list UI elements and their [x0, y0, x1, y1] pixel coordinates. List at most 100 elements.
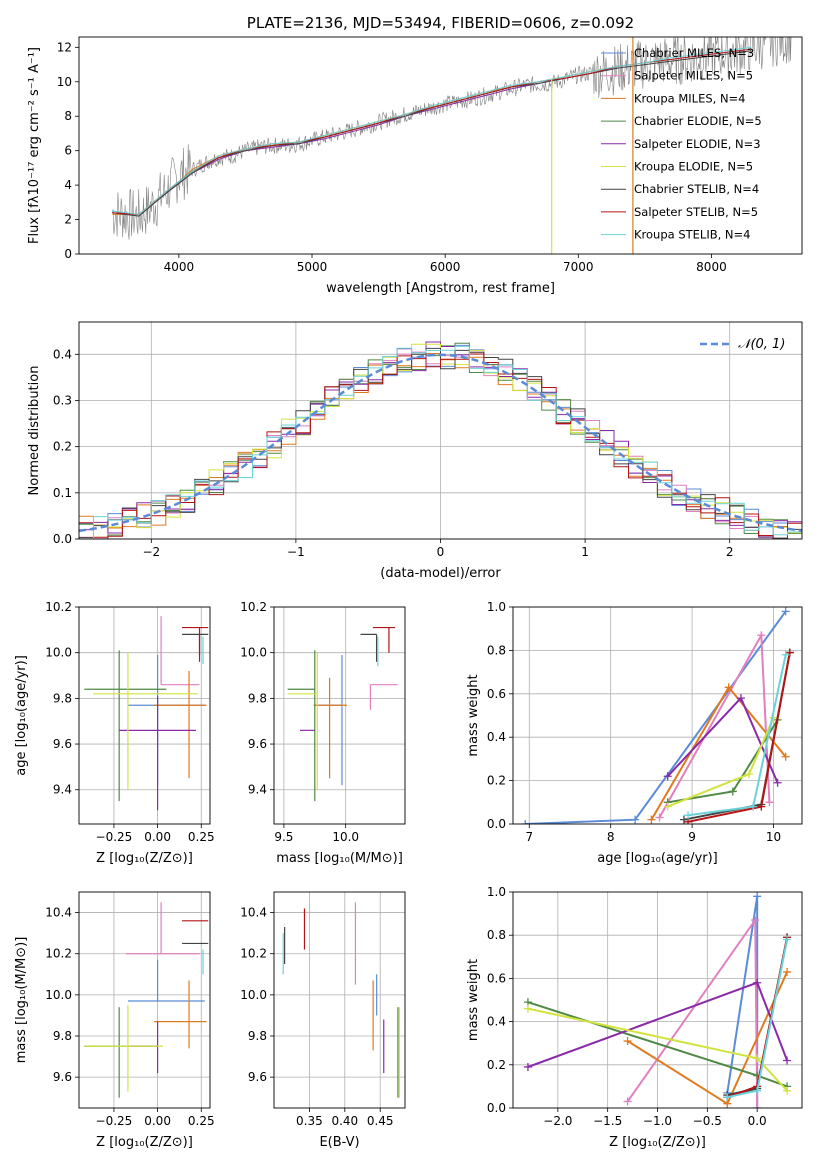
model-line-kroupa_miles [112, 65, 619, 215]
model-line-kroupa_stelib [112, 46, 752, 215]
y-tick-label: 0.0 [53, 532, 72, 546]
errorbar-chabrier_miles [127, 959, 205, 1002]
y-tick-label: 10.0 [240, 988, 267, 1002]
y-axis-label: Normed distribution [27, 366, 42, 496]
y-tick-label: 10.0 [240, 646, 267, 660]
legend-label-salpeter_elodie: Salpeter ELODIE, N=3 [634, 137, 761, 151]
errorbar-chabrier_stelib [360, 633, 378, 662]
y-axis-label: mass [log₁₀(M/M⊙)] [14, 937, 29, 1064]
x-tick-label: −0.25 [96, 1114, 133, 1128]
x-axis-label: age [log₁₀(age/yr)] [597, 851, 718, 866]
x-tick-label: −2 [142, 545, 160, 559]
x-tick-label: 9 [688, 830, 696, 844]
model-line-salpeter_elodie [165, 83, 539, 195]
mass_vs_Z-frame [78, 891, 211, 1109]
weight-marker-kroupa_stelib [723, 1093, 732, 1102]
model-line-kroupa_elodie [165, 81, 539, 193]
x-axis-label: (data-model)/error [380, 566, 501, 581]
errorbar-kroupa_miles [154, 670, 207, 779]
y-tick-label: 0.4 [487, 730, 506, 744]
x-tick-label: 9.5 [274, 830, 293, 844]
residual-histogram-chabrier_stelib [79, 347, 802, 539]
x-tick-label: 0.40 [331, 1114, 358, 1128]
y-tick-label: 12 [57, 40, 72, 54]
legend-label-normal: 𝒩(0, 1) [738, 337, 785, 352]
y-tick-label: 4 [64, 178, 72, 192]
y-tick-label: 9.8 [248, 691, 267, 705]
weight-marker-salpeter_elodie [736, 694, 745, 703]
x-tick-label: 7 [525, 830, 533, 844]
chart-title: PLATE=2136, MJD=53494, FIBERID=0606, z=0… [247, 14, 634, 32]
x-tick-label: 4000 [164, 260, 195, 274]
weight-marker-kroupa_elodie [523, 1004, 532, 1013]
legend-label-chabrier_elodie: Chabrier ELODIE, N=5 [634, 114, 762, 128]
x-tick-label: −1.5 [593, 1114, 622, 1128]
x-tick-label: 8000 [696, 260, 727, 274]
legend-label-kroupa_stelib: Kroupa STELIB, N=4 [634, 228, 751, 242]
y-tick-label: 10 [57, 75, 72, 89]
weight-marker-salpeter_elodie [663, 772, 672, 781]
x-tick-label: 7000 [563, 260, 594, 274]
y-axis-label: mass weight [466, 959, 481, 1041]
weight-marker-kroupa_stelib [783, 935, 792, 944]
y-tick-label: 2 [64, 213, 72, 227]
y-tick-label: 0 [64, 247, 72, 261]
weight_vs_age-axes [509, 606, 803, 828]
residuals-frame [78, 321, 803, 540]
x-tick-label: 10 [766, 830, 781, 844]
errorbar-salpeter_stelib [372, 626, 396, 653]
x-tick-label: −2.0 [543, 1114, 572, 1128]
legend-label-salpeter_stelib: Salpeter STELIB, N=5 [634, 205, 758, 219]
x-tick-label: 5000 [297, 260, 328, 274]
x-axis-label: Z [log₁₀(Z/Z⊙)] [609, 1135, 706, 1150]
mass_vs_EBV-plot [274, 892, 405, 1108]
weight-marker-salpeter_miles [765, 798, 774, 807]
y-axis-label: Flux [fλ10⁻¹⁷ erg cm⁻² s⁻¹ A⁻¹] [27, 47, 42, 244]
weight-marker-chabrier_elodie [728, 787, 737, 796]
legend-label-salpeter_miles: Salpeter MILES, N=5 [634, 69, 753, 83]
age_vs_mass-frame [273, 606, 406, 825]
weight-marker-kroupa_elodie [753, 1054, 762, 1063]
y-tick-label: 10.2 [45, 947, 72, 961]
y-tick-label: 0.0 [487, 1101, 506, 1115]
weight-marker-chabrier_miles [781, 607, 790, 616]
y-tick-label: 10.4 [240, 906, 267, 920]
errorbar-salpeter_elodie [119, 696, 197, 811]
errorbar-chabrier_miles [314, 654, 343, 786]
errorbar-chabrier_miles [127, 654, 205, 786]
x-tick-label: −1 [287, 545, 305, 559]
model-line-salpeter_miles [112, 65, 619, 215]
mass_vs_Z-plot [79, 892, 210, 1108]
legend-label-kroupa_elodie: Kroupa ELODIE, N=5 [634, 160, 753, 174]
weight_vs_Z-plot [513, 892, 802, 1108]
y-tick-label: 0.4 [53, 347, 72, 361]
errorbar-chabrier_stelib [182, 633, 209, 662]
y-tick-label: 9.4 [53, 783, 72, 797]
weight-line-chabrier_elodie [667, 719, 779, 804]
weight-marker-chabrier_miles [631, 815, 640, 824]
weight-marker-salpeter_miles [655, 813, 664, 822]
errorbar-salpeter_miles [369, 684, 398, 710]
y-tick-label: 10.2 [45, 600, 72, 614]
mass_vs_Z-axes [75, 891, 211, 1112]
residuals-axes [75, 321, 803, 543]
y-tick-label: 1.0 [487, 600, 506, 614]
x-axis-label: E(B-V) [319, 1135, 359, 1150]
y-tick-label: 0.4 [487, 1015, 506, 1029]
legend-label-kroupa_miles: Kroupa MILES, N=4 [634, 91, 746, 105]
x-axis-label: mass [log₁₀(M/M⊙)] [276, 851, 403, 866]
y-tick-label: 10.2 [240, 947, 267, 961]
y-tick-label: 9.8 [53, 1029, 72, 1043]
errorbar-kroupa_miles [313, 677, 347, 779]
weight_vs_age-frame [512, 606, 803, 825]
errorbar-kroupa_elodie [92, 652, 198, 790]
weight-marker-kroupa_stelib [753, 1086, 762, 1095]
x-tick-label: 6000 [430, 260, 461, 274]
weight-marker-kroupa_miles [781, 752, 790, 761]
weight-marker-kroupa_elodie [745, 770, 754, 779]
weight-marker-kroupa_miles [623, 1037, 632, 1046]
y-tick-label: 0.8 [487, 643, 506, 657]
errorbar-chabrier_elodie [84, 650, 167, 802]
weight-marker-kroupa_elodie [783, 1086, 792, 1095]
